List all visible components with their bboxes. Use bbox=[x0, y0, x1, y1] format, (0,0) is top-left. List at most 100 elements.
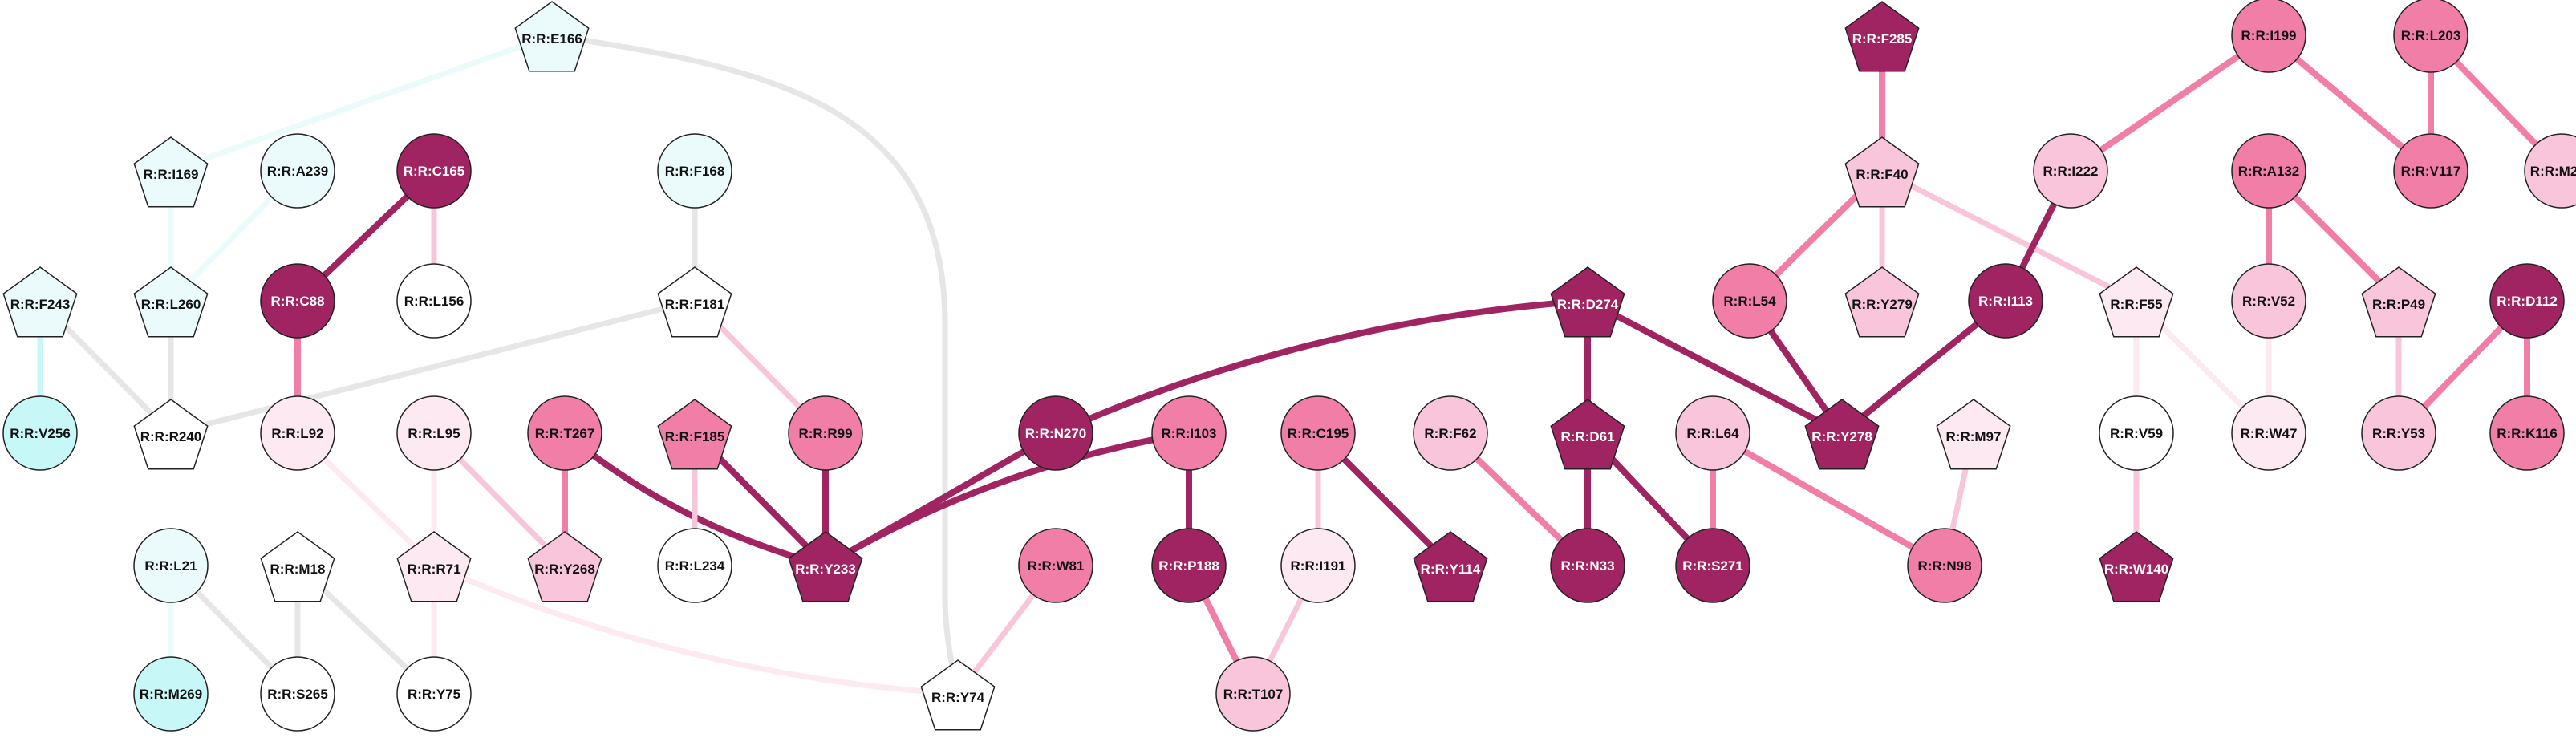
node-i199: R:R:I199 bbox=[2231, 0, 2306, 73]
node-label: R:R:L234 bbox=[665, 558, 725, 574]
node-s265: R:R:S265 bbox=[260, 656, 335, 732]
node-label: R:R:V52 bbox=[2242, 294, 2295, 309]
node-circle-shape bbox=[657, 133, 732, 209]
node-label: R:R:Y53 bbox=[2372, 426, 2425, 441]
node-a239: R:R:A239 bbox=[260, 133, 335, 209]
node-label: R:R:W81 bbox=[1028, 558, 1085, 574]
node-pentagon-shape bbox=[657, 266, 732, 338]
node-circle-shape bbox=[1151, 528, 1227, 603]
node-circle-shape bbox=[1280, 528, 1356, 603]
node-circle-shape bbox=[1280, 395, 1356, 471]
node-label: R:R:S271 bbox=[1682, 558, 1743, 574]
edge-d274-y278 bbox=[1584, 298, 1845, 436]
node-pentagon-shape bbox=[1844, 266, 1920, 338]
node-pentagon-shape bbox=[2, 266, 78, 338]
edge-e166-y74 bbox=[549, 32, 961, 697]
node-circle-shape bbox=[2231, 395, 2306, 471]
node-pentagon-shape bbox=[1550, 399, 1625, 470]
node-label: R:R:Y278 bbox=[1811, 429, 1872, 444]
node-pentagon-shape bbox=[1844, 136, 1920, 208]
node-label: R:R:D61 bbox=[1560, 429, 1614, 444]
node-f243: R:R:F243 bbox=[2, 266, 78, 338]
node-label: R:R:W140 bbox=[2104, 562, 2168, 577]
node-l203: R:R:L203 bbox=[2393, 0, 2468, 73]
edge-f181-r240 bbox=[168, 298, 698, 436]
node-circle-shape bbox=[2361, 395, 2436, 471]
node-y268: R:R:Y268 bbox=[527, 531, 602, 602]
node-circle-shape bbox=[1215, 656, 1291, 732]
node-circle-shape bbox=[2524, 133, 2576, 209]
node-v59: R:R:V59 bbox=[2099, 395, 2174, 471]
node-label: R:R:F62 bbox=[1424, 426, 1476, 441]
node-i103: R:R:I103 bbox=[1151, 395, 1227, 471]
node-label: R:R:V256 bbox=[10, 426, 71, 441]
node-circle-shape bbox=[1413, 395, 1488, 471]
node-label: R:R:C195 bbox=[1288, 426, 1349, 441]
node-m18: R:R:M18 bbox=[260, 531, 335, 602]
node-circle-shape bbox=[2231, 0, 2306, 73]
edge-l64-n98 bbox=[1710, 430, 1948, 569]
node-f285: R:R:F285 bbox=[1844, 1, 1920, 72]
node-circle-shape bbox=[1968, 263, 2043, 339]
node-e166: R:R:E166 bbox=[514, 1, 590, 72]
node-circle-shape bbox=[2489, 263, 2565, 339]
node-label: R:R:F181 bbox=[665, 297, 725, 312]
node-l54: R:R:L54 bbox=[1712, 263, 1787, 339]
node-v256: R:R:V256 bbox=[2, 395, 78, 471]
node-circle-shape bbox=[2393, 0, 2468, 73]
node-n33: R:R:N33 bbox=[1550, 528, 1625, 603]
node-pentagon-shape bbox=[514, 1, 590, 72]
node-c165: R:R:C165 bbox=[396, 133, 472, 209]
node-pentagon-shape bbox=[920, 659, 996, 731]
node-i169: R:R:I169 bbox=[133, 136, 209, 208]
node-label: R:R:P49 bbox=[2372, 297, 2425, 312]
node-circle-shape bbox=[1712, 263, 1787, 339]
node-f62: R:R:F62 bbox=[1413, 395, 1488, 471]
node-circle-shape bbox=[1018, 528, 1093, 603]
node-k116: R:R:K116 bbox=[2489, 395, 2565, 471]
node-circle-shape bbox=[260, 133, 335, 209]
node-pentagon-shape bbox=[2099, 266, 2174, 338]
node-l156: R:R:L156 bbox=[396, 263, 472, 339]
node-y114: R:R:Y114 bbox=[1413, 531, 1488, 602]
node-c88: R:R:C88 bbox=[260, 263, 335, 339]
node-label: R:R:D274 bbox=[1557, 297, 1619, 312]
edge-f40-f55 bbox=[1879, 168, 2140, 304]
node-w81: R:R:W81 bbox=[1018, 528, 1093, 603]
node-circle-shape bbox=[260, 263, 335, 339]
node-n270: R:R:N270 bbox=[1018, 395, 1093, 471]
node-d61: R:R:D61 bbox=[1550, 399, 1625, 470]
node-circle-shape bbox=[1675, 528, 1750, 603]
node-label: R:R:M269 bbox=[140, 687, 202, 702]
node-l260: R:R:L260 bbox=[133, 266, 209, 338]
node-f40: R:R:F40 bbox=[1844, 136, 1920, 208]
node-l21: R:R:L21 bbox=[133, 528, 209, 603]
node-label: R:R:I113 bbox=[1978, 294, 2033, 309]
edge-t267-y233 bbox=[562, 430, 829, 569]
node-label: R:R:F243 bbox=[10, 297, 71, 312]
edge-r71-y74 bbox=[431, 562, 961, 697]
node-w140: R:R:W140 bbox=[2099, 531, 2174, 602]
node-label: R:R:Y279 bbox=[1852, 297, 1913, 312]
node-circle-shape bbox=[1550, 528, 1625, 603]
node-f185: R:R:F185 bbox=[657, 399, 732, 470]
node-circle-shape bbox=[396, 263, 472, 339]
node-circle-shape bbox=[527, 395, 602, 471]
node-y74: R:R:Y74 bbox=[920, 659, 996, 731]
node-circle-shape bbox=[2231, 263, 2306, 339]
node-label: R:R:E166 bbox=[521, 31, 582, 47]
node-circle-shape bbox=[2033, 133, 2108, 209]
node-v52: R:R:V52 bbox=[2231, 263, 2306, 339]
node-label: R:R:Y114 bbox=[1421, 562, 1481, 577]
edge-i103-y233 bbox=[822, 430, 1192, 569]
node-r240: R:R:R240 bbox=[133, 399, 209, 470]
node-circle-shape bbox=[788, 395, 863, 471]
node-pentagon-shape bbox=[1844, 1, 1920, 72]
node-s271: R:R:S271 bbox=[1675, 528, 1750, 603]
node-m97: R:R:M97 bbox=[1936, 399, 2011, 470]
node-label: R:R:F40 bbox=[1856, 167, 1908, 182]
node-r99: R:R:R99 bbox=[788, 395, 863, 471]
node-pentagon-shape bbox=[260, 531, 335, 602]
node-circle-shape bbox=[2099, 395, 2174, 471]
node-pentagon-shape bbox=[1804, 399, 1880, 470]
